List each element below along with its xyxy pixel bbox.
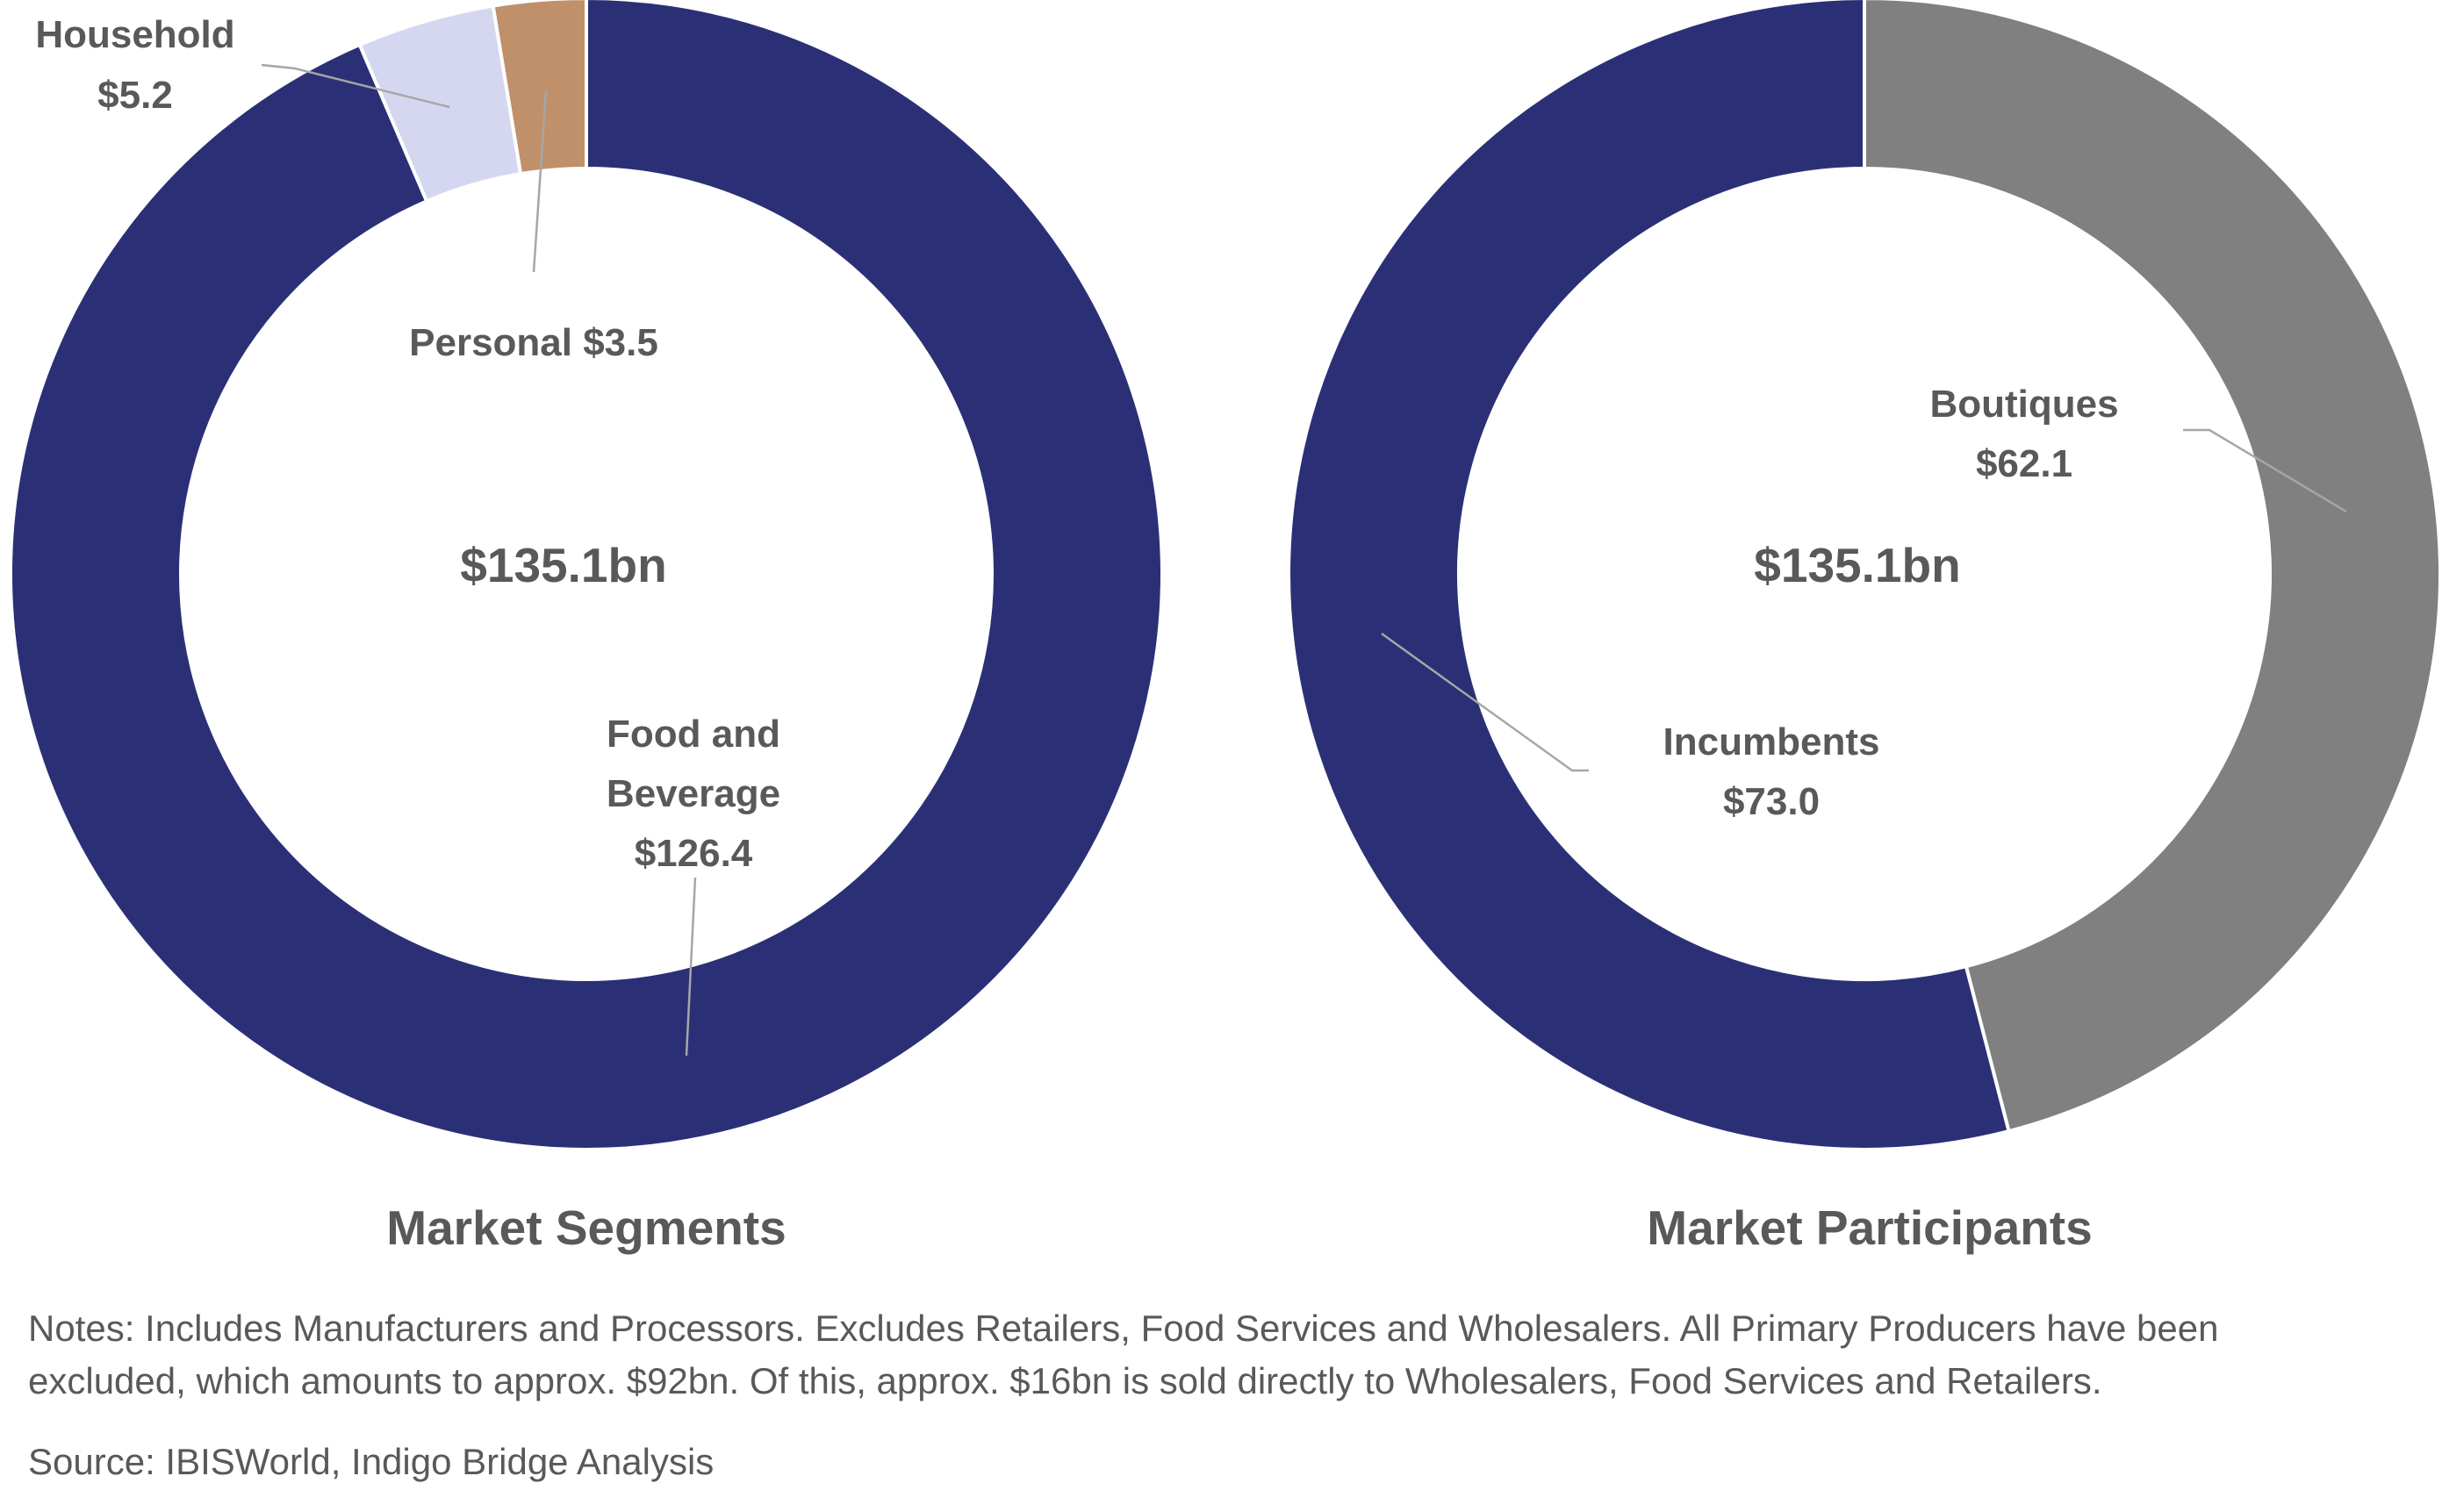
slice-label-personal: Personal $3.5 — [409, 321, 658, 364]
segment-slice-personal — [491, 0, 588, 176]
market-segments-center-value: $135.1bn — [460, 538, 666, 592]
market-segments-leader-lines — [261, 63, 697, 1057]
slice-label-boutiques-value: $62.1 — [1976, 442, 2072, 485]
chart-market-segments: $135.1bn Household $5.2 Personal $3.5 Fo… — [9, 0, 1164, 1255]
slice-label-food-beverage-line2: Beverage — [607, 772, 780, 815]
chart-notes: Notes: Includes Manufacturers and Proces… — [28, 1302, 2218, 1408]
notes-line-2: excluded, which amounts to approx. $92bn… — [28, 1360, 2102, 1401]
market-participants-slices — [1287, 0, 2442, 1151]
slice-label-incumbents-name: Incumbents — [1663, 720, 1880, 763]
market-participants-leader-lines — [1381, 428, 2347, 772]
slice-label-incumbents-value: $73.0 — [1723, 780, 1820, 823]
leader-line-incumbents — [1381, 632, 1589, 772]
chart-source: Source: IBISWorld, Indigo Bridge Analysi… — [28, 1441, 715, 1482]
slice-label-food-beverage-line1: Food and — [607, 713, 780, 756]
chart-market-participants: $135.1bn Boutiques $62.1 Incumbents $73.… — [1287, 0, 2442, 1255]
leader-line-household — [261, 63, 450, 109]
notes-line-1: Notes: Includes Manufacturers and Proces… — [28, 1308, 2219, 1349]
participant-slice-boutiques — [1863, 0, 2442, 1134]
market-segments-title: Market Segments — [386, 1200, 786, 1255]
slice-label-household-value: $5.2 — [97, 74, 173, 117]
slice-label-boutiques-name: Boutiques — [1929, 383, 2118, 426]
market-participants-center-value: $135.1bn — [1754, 538, 1960, 592]
market-segments-slices — [9, 0, 1164, 1151]
market-participants-title: Market Participants — [1647, 1200, 2092, 1255]
leader-line-boutiques — [2183, 428, 2347, 513]
segment-slice-food-and-beverage — [9, 0, 1164, 1151]
leader-line-food-beverage — [685, 877, 697, 1057]
participant-slice-incumbents — [1287, 0, 2011, 1151]
leader-line-personal — [532, 90, 548, 273]
slice-label-food-beverage-value: $126.4 — [635, 832, 753, 875]
slice-label-household-name: Household — [35, 13, 234, 56]
